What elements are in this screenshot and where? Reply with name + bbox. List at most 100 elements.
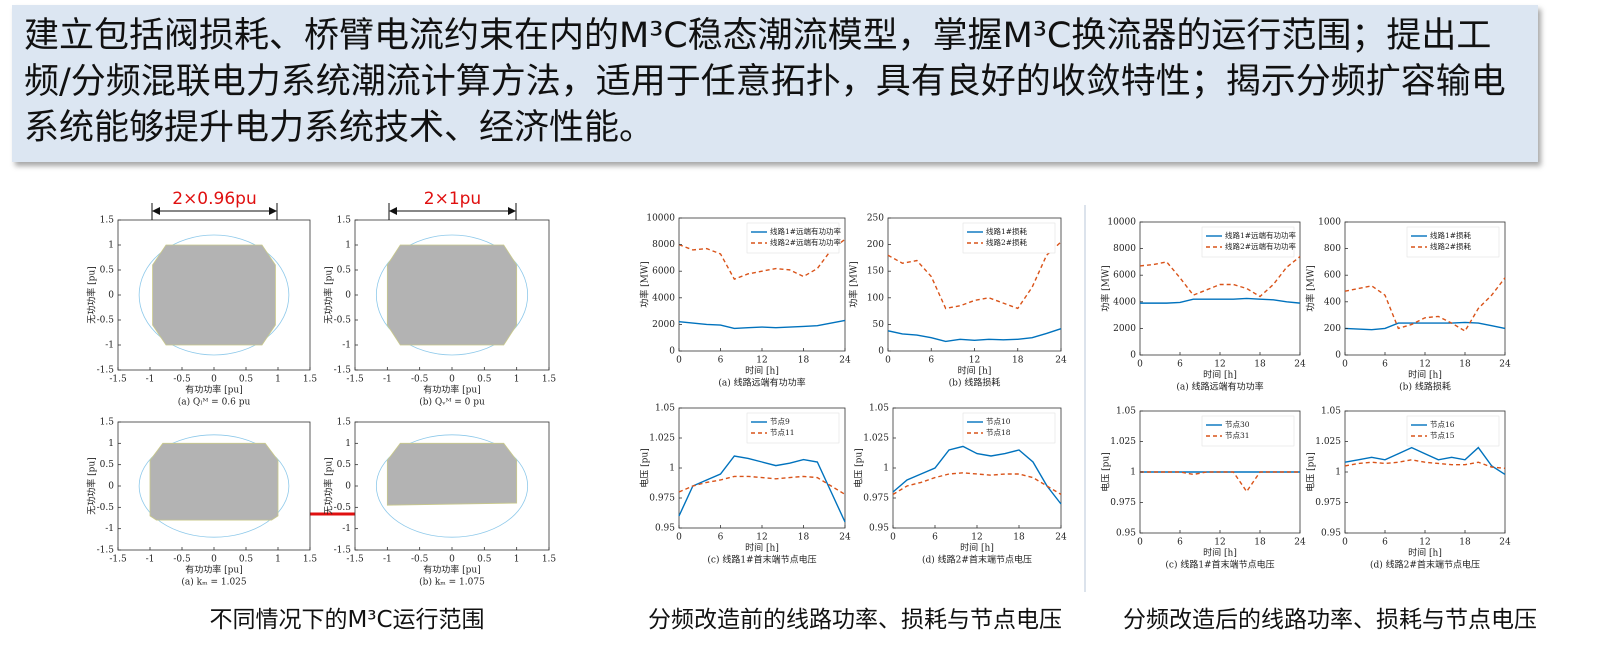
constraint-curve: [375, 434, 529, 538]
series-line: [1140, 297, 1301, 304]
x-axis-label: 有功功率 [pu]: [423, 384, 480, 396]
y-tick-label: 0: [1335, 351, 1341, 361]
y-tick-label: 0: [345, 482, 351, 492]
x-tick-label: 1: [275, 555, 281, 565]
region: [149, 442, 279, 521]
y-tick-label: 1: [1335, 468, 1341, 478]
x-axis-label: 时间 [h]: [960, 542, 994, 554]
y-tick-label: 50: [873, 320, 885, 330]
y-tick-label: 0.95: [655, 524, 675, 534]
legend-label: 节点9: [770, 417, 790, 426]
y-tick-label: 10000: [646, 214, 675, 224]
x-tick-label: 24: [1055, 356, 1067, 366]
y-tick-label: -1.5: [334, 366, 352, 376]
x-tick-label: 12: [971, 533, 982, 543]
y-tick-label: 150: [867, 267, 884, 277]
x-tick-label: -1.5: [346, 555, 364, 565]
y-tick-label: 1.5: [100, 418, 115, 428]
subplot-caption: (b) kₘ = 1.075: [419, 577, 485, 588]
y-tick-label: 1: [108, 241, 114, 251]
y-tick-label: 6000: [652, 267, 675, 277]
series-line: [678, 319, 846, 330]
y-tick-label: -1.5: [97, 546, 115, 556]
region: [386, 442, 518, 506]
x-tick-label: 6: [932, 533, 938, 543]
y-tick-label: 2000: [1113, 324, 1136, 334]
series-line: [887, 241, 1062, 310]
series-line: [1344, 459, 1506, 470]
annotation: 2×1pu: [424, 189, 481, 209]
legend-label: 线路1#远端有功功率: [770, 226, 842, 236]
legend-label: 线路1#损耗: [1430, 230, 1472, 240]
x-tick-label: 6: [928, 356, 934, 366]
y-tick-label: 250: [867, 214, 884, 224]
x-tick-label: 12: [756, 533, 767, 543]
x-tick-label: 18: [1459, 538, 1471, 548]
x-tick-label: 18: [798, 356, 810, 366]
x-tick-label: 0: [1137, 538, 1143, 548]
x-tick-label: 1: [275, 375, 281, 385]
y-tick-label: 1.05: [869, 404, 889, 414]
y-tick-label: 8000: [1113, 244, 1136, 254]
legend-box: [1406, 226, 1500, 258]
y-tick-label: -0.5: [97, 503, 115, 513]
x-tick-label: 0: [1342, 538, 1348, 548]
legend-box: [962, 412, 1056, 444]
series-line: [887, 327, 1062, 343]
y-tick-label: 0: [669, 347, 675, 357]
legend-label: 节点11: [770, 428, 795, 437]
x-tick-label: 0: [449, 555, 455, 565]
x-tick-label: 1.5: [303, 375, 318, 385]
y-tick-label: -0.5: [97, 316, 115, 326]
subplot-caption: (c) 线路1#首末端节点电压: [707, 554, 816, 566]
x-tick-label: 0.5: [239, 555, 254, 565]
x-tick-label: 12: [969, 356, 980, 366]
x-axis-label: 有功功率 [pu]: [423, 564, 480, 576]
legend-label: 线路1#损耗: [986, 226, 1028, 236]
y-tick-label: 1.5: [100, 216, 115, 226]
annotation: 2×0.96pu: [172, 189, 256, 209]
x-tick-label: 24: [1055, 533, 1067, 543]
legend-label: 节点31: [1225, 431, 1250, 440]
series-line: [678, 455, 846, 523]
x-tick-label: 12: [1214, 538, 1225, 548]
x-tick-label: 0.5: [239, 375, 254, 385]
legend-box: [746, 412, 840, 444]
y-tick-label: 2000: [652, 320, 675, 330]
x-axis-label: 时间 [h]: [1203, 369, 1237, 381]
subplot-caption: (b) Qᵥᴹ = 0 pu: [419, 397, 485, 408]
subplot-caption: (a) kₘ = 1.025: [181, 577, 247, 588]
x-tick-label: -1.5: [109, 375, 127, 385]
legend-label: 线路1#远端有功功率: [1225, 230, 1297, 240]
y-tick-label: -1.5: [97, 366, 115, 376]
x-tick-label: 0: [211, 375, 217, 385]
x-tick-label: 24: [839, 533, 851, 543]
y-tick-label: -1: [342, 341, 351, 351]
legend-box: [1406, 415, 1500, 447]
y-tick-label: 0.5: [337, 266, 352, 276]
x-tick-label: 0.5: [477, 555, 492, 565]
series-line: [678, 238, 846, 281]
region: [152, 244, 276, 346]
y-axis-label: 功率 [MW]: [639, 261, 651, 307]
y-axis-label: 无功功率 [pu]: [323, 457, 335, 514]
x-tick-label: 24: [839, 356, 851, 366]
y-tick-label: 1: [669, 464, 675, 474]
y-tick-label: 1.5: [337, 216, 352, 226]
x-tick-label: 6: [1177, 360, 1183, 370]
y-tick-label: 0.5: [100, 460, 115, 470]
y-tick-label: 0.95: [869, 524, 889, 534]
y-tick-label: -1.5: [334, 546, 352, 556]
legend-label: 线路2#损耗: [1430, 241, 1472, 251]
legend-box: [962, 222, 1056, 254]
x-tick-label: -1.5: [109, 555, 127, 565]
legend-box: [746, 222, 840, 254]
subplot-caption: (b) 线路损耗: [1399, 381, 1451, 393]
legend-label: 节点15: [1430, 431, 1455, 440]
y-tick-label: 4000: [1113, 297, 1136, 307]
y-axis-label: 功率 [MW]: [848, 261, 860, 307]
x-tick-label: -0.5: [173, 375, 191, 385]
series-line: [1140, 471, 1300, 493]
